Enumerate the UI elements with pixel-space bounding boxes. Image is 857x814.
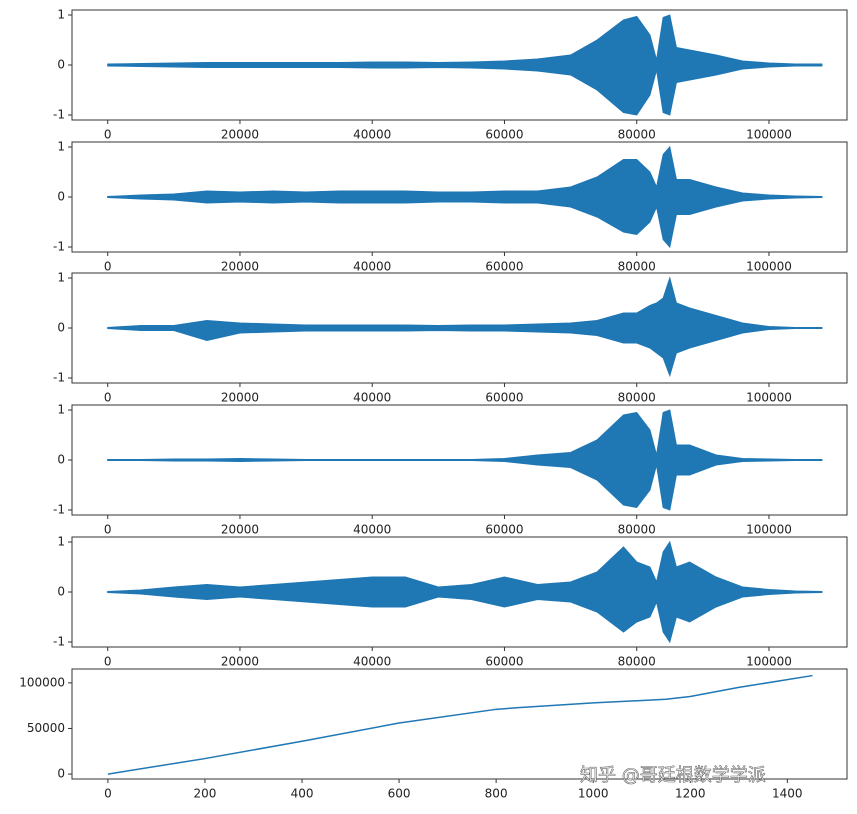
y-tick-label: -1 <box>53 635 65 649</box>
x-tick-label: 0 <box>104 787 112 801</box>
line <box>107 674 813 775</box>
y-tick-label: 1 <box>57 403 65 417</box>
y-tick-label: 0 <box>57 321 65 335</box>
x-tick-label: 80000 <box>618 260 656 274</box>
waveform-envelope <box>107 196 823 249</box>
x-tick-label: 100000 <box>746 523 792 537</box>
x-tick-label: 40000 <box>353 391 391 405</box>
y-tick-label: 1 <box>57 271 65 285</box>
x-tick-label: 60000 <box>485 260 523 274</box>
x-tick-label: 20000 <box>221 523 259 537</box>
waveform-envelope <box>107 459 823 511</box>
x-tick-label: 80000 <box>618 655 656 669</box>
waveform-envelope <box>107 14 823 66</box>
x-tick-label: 0 <box>104 391 112 405</box>
x-tick-label: 200 <box>194 787 217 801</box>
x-tick-label: 40000 <box>353 128 391 142</box>
x-tick-label: 100000 <box>746 655 792 669</box>
y-tick-label: -1 <box>53 108 65 122</box>
x-tick-label: 1400 <box>772 787 803 801</box>
x-tick-label: 80000 <box>618 523 656 537</box>
waveform-envelope <box>107 276 823 329</box>
x-tick-label: 0 <box>104 523 112 537</box>
x-tick-label: 80000 <box>618 391 656 405</box>
y-tick-label: 50000 <box>27 721 65 735</box>
x-tick-label: 0 <box>104 260 112 274</box>
y-tick-label: 0 <box>57 585 65 599</box>
waveform-envelope <box>107 409 823 461</box>
x-tick-label: 60000 <box>485 128 523 142</box>
x-tick-label: 40000 <box>353 260 391 274</box>
x-tick-label: 60000 <box>485 391 523 405</box>
x-tick-label: 0 <box>104 655 112 669</box>
x-tick-label: 100000 <box>746 128 792 142</box>
waveform-envelope <box>107 145 823 198</box>
y-tick-label: 1 <box>57 8 65 22</box>
axes-frame <box>71 668 848 780</box>
y-tick-label: -1 <box>53 371 65 385</box>
x-tick-label: 40000 <box>353 523 391 537</box>
y-tick-label: 0 <box>57 767 65 781</box>
x-tick-label: 20000 <box>221 128 259 142</box>
y-tick-label: 0 <box>57 453 65 467</box>
waveform-envelope <box>107 591 823 644</box>
y-tick-label: -1 <box>53 503 65 517</box>
watermark: 知乎 @哥廷根数学学派 <box>580 765 766 786</box>
y-tick-label: 1 <box>57 140 65 154</box>
x-tick-label: 40000 <box>353 655 391 669</box>
x-tick-label: 100000 <box>746 260 792 274</box>
waveform-envelope <box>107 327 823 378</box>
x-tick-label: 80000 <box>618 128 656 142</box>
x-tick-label: 60000 <box>485 523 523 537</box>
x-tick-label: 60000 <box>485 655 523 669</box>
y-tick-label: 0 <box>57 58 65 72</box>
x-tick-label: 400 <box>291 787 314 801</box>
y-tick-label: 100000 <box>19 675 65 689</box>
x-tick-label: 800 <box>485 787 508 801</box>
y-tick-label: -1 <box>53 240 65 254</box>
x-tick-label: 20000 <box>221 391 259 405</box>
x-tick-label: 20000 <box>221 655 259 669</box>
waveform-envelope <box>107 64 823 116</box>
y-tick-label: 1 <box>57 535 65 549</box>
x-tick-label: 20000 <box>221 260 259 274</box>
x-tick-label: 100000 <box>746 391 792 405</box>
x-tick-label: 1000 <box>578 787 609 801</box>
waveform-envelope <box>107 540 823 593</box>
x-tick-label: 600 <box>388 787 411 801</box>
x-tick-label: 0 <box>104 128 112 142</box>
x-tick-label: 1200 <box>675 787 706 801</box>
y-tick-label: 0 <box>57 190 65 204</box>
